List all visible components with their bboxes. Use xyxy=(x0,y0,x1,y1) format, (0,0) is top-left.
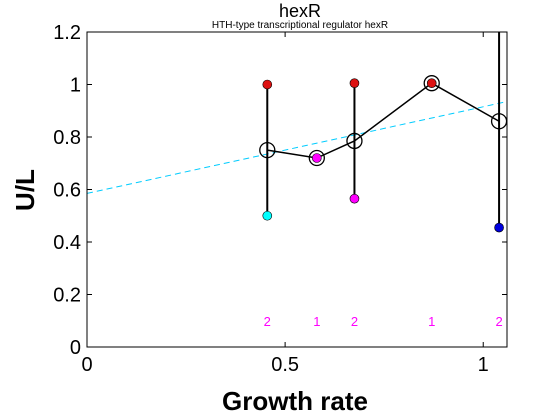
y-tick-label-2: 0.4 xyxy=(53,232,81,254)
y-tick-label-1: 0.2 xyxy=(53,285,81,307)
x-tick-label-1: 0.5 xyxy=(271,354,299,376)
count-label-4: 2 xyxy=(495,314,502,329)
axis-ticks: 0 0.5 1 0 0.2 0.4 0.6 0.8 1 1.2 xyxy=(53,22,507,376)
x-tick-label-0: 0 xyxy=(81,354,92,376)
chart-title: hexR xyxy=(279,1,321,21)
axes-box xyxy=(86,31,508,348)
x-axis-label: Growth rate xyxy=(222,386,368,416)
y-tick-label-3: 0.6 xyxy=(53,180,81,202)
sample-point-1 xyxy=(262,210,273,221)
trend-line xyxy=(87,101,507,194)
count-label-1: 1 xyxy=(313,314,320,329)
sample-point-2 xyxy=(312,153,322,163)
mean-point-0 xyxy=(259,141,276,159)
plot-area: 2 1 2 1 2 xyxy=(87,32,507,329)
mean-point-2 xyxy=(346,132,363,150)
count-label-2: 2 xyxy=(351,314,358,329)
mean-point-3 xyxy=(423,75,440,92)
mean-point-1 xyxy=(308,149,325,167)
count-label-0: 2 xyxy=(264,314,271,329)
sample-point-3 xyxy=(349,78,360,88)
y-tick-label-6: 1.2 xyxy=(53,22,81,44)
x-tick-label-2: 1 xyxy=(478,354,489,376)
sample-point-4 xyxy=(349,193,360,204)
y-tick-label-5: 1 xyxy=(70,75,81,97)
chart-subtitle: HTH-type transcriptional regulator hexR xyxy=(212,20,388,31)
sample-point-6 xyxy=(494,222,504,233)
sample-point-5 xyxy=(426,78,437,88)
y-axis-label: U/L xyxy=(10,169,40,211)
count-label-3: 1 xyxy=(428,314,435,329)
sample-point-0 xyxy=(262,79,273,90)
y-tick-label-0: 0 xyxy=(70,337,81,359)
y-tick-label-4: 0.8 xyxy=(53,127,81,149)
mean-series-line xyxy=(267,82,500,159)
